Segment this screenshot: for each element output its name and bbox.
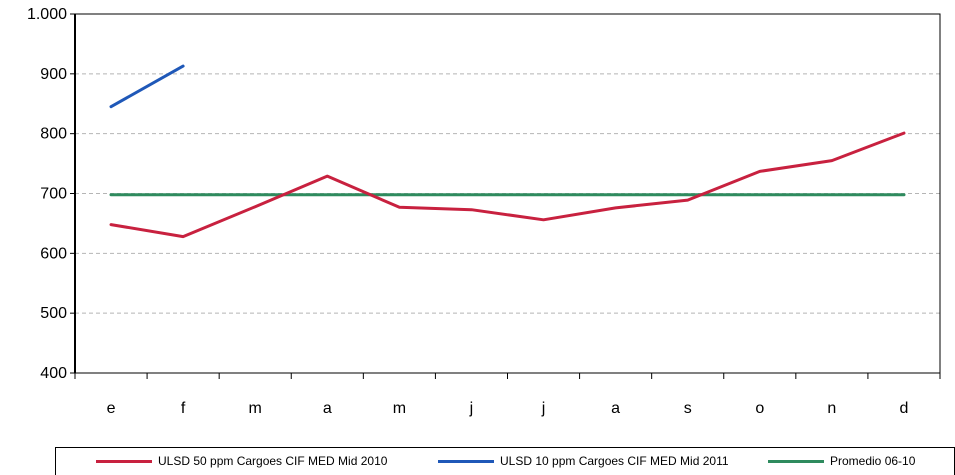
series-line-1 [109,64,185,109]
y-axis-ticks: 400 500 600 700 800 900 1.000 [27,6,75,382]
x-tick-label: m [393,400,406,417]
legend-label-ulsd-50-2010: ULSD 50 ppm Cargoes CIF MED Mid 2010 [158,454,388,468]
x-tick-label: j [469,400,474,417]
legend-swatch-promedio [768,459,824,463]
y-tick-label: 500 [40,305,67,322]
x-tick-label: f [181,400,186,417]
x-tick-label: o [755,400,764,417]
x-tick-label: a [611,400,620,417]
x-tick-label: n [827,400,836,417]
legend-item-promedio: Promedio 06-10 [768,454,915,468]
legend-item-ulsd-10-2011: ULSD 10 ppm Cargoes CIF MED Mid 2011 [438,454,729,468]
y-tick-label: 1.000 [27,6,67,23]
legend-swatch-ulsd-10-2011 [438,459,494,463]
legend-item-ulsd-50-2010: ULSD 50 ppm Cargoes CIF MED Mid 2010 [96,454,387,468]
legend: ULSD 50 ppm Cargoes CIF MED Mid 2010 ULS… [55,447,955,475]
x-tick-label: j [541,400,546,417]
y-tick-label: 700 [40,186,67,203]
y-tick-label: 600 [40,245,67,262]
y-tick-label: 900 [40,66,67,83]
x-tick-label: e [107,400,116,417]
legend-label-promedio: Promedio 06-10 [830,454,916,468]
x-tick-label: a [323,400,332,417]
series-lines [109,64,906,239]
x-tick-label: s [684,400,692,417]
legend-label-ulsd-10-2011: ULSD 10 ppm Cargoes CIF MED Mid 2011 [500,454,729,468]
legend-swatch-ulsd-50-2010 [96,459,152,463]
x-tick-label: m [249,400,262,417]
line-chart: 400 500 600 700 800 900 1.000 e f m a m j j a s o n d [27,6,941,417]
series-line-0 [109,131,906,239]
y-tick-label: 400 [40,365,67,382]
y-tick-label: 800 [40,126,67,143]
x-tick-label: d [900,400,909,417]
